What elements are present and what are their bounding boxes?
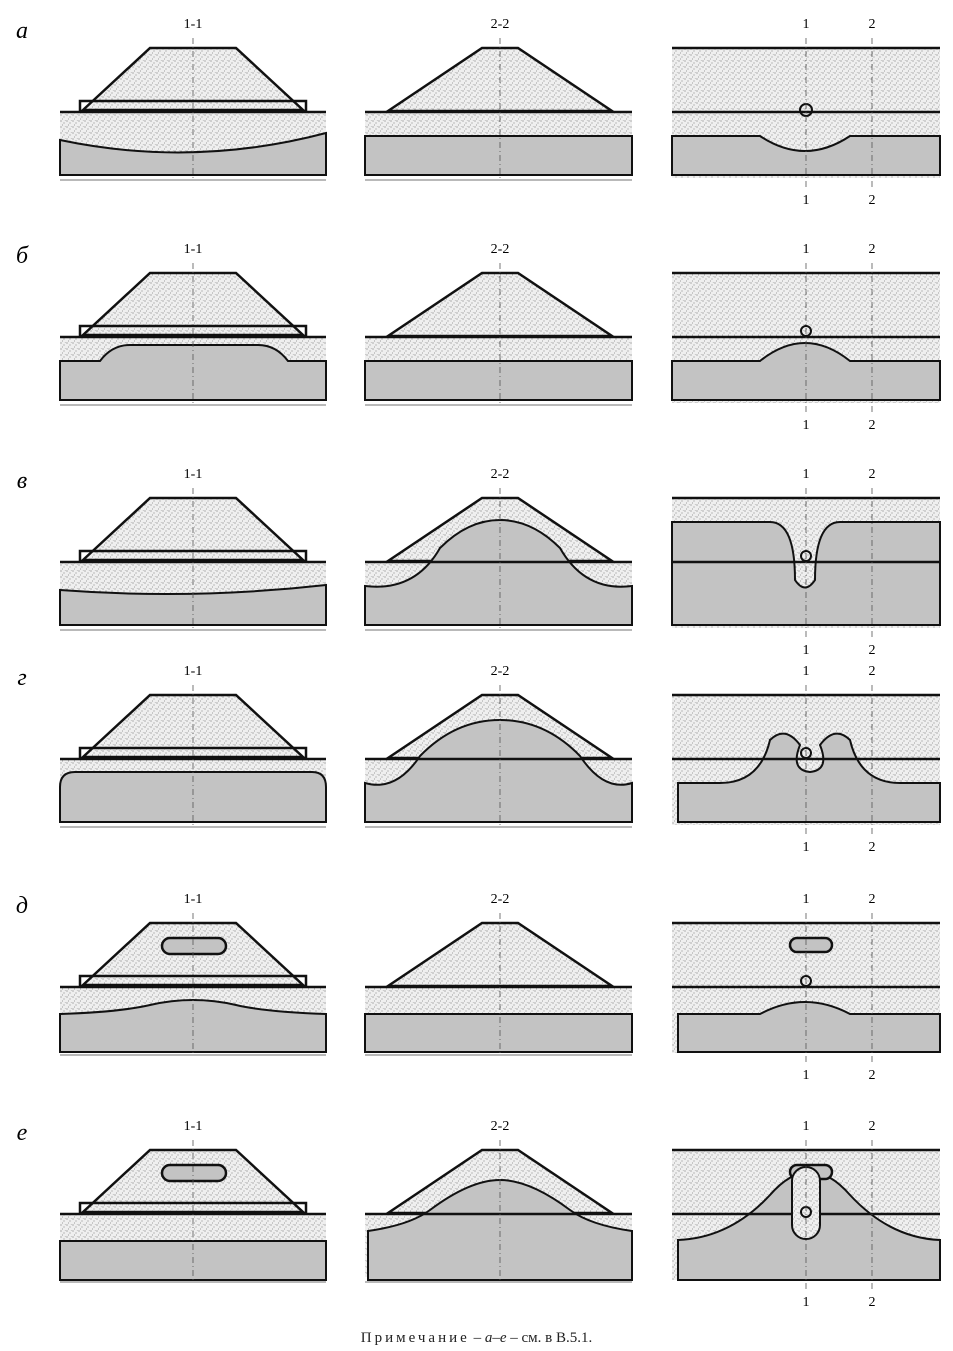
section-longitudinal: 1 2 1 2 [672, 664, 941, 855]
section-marker-1: 1 [803, 664, 810, 679]
section-marker-1-bottom: 1 [803, 1295, 810, 1310]
diagram-row: в 1-1 2-2 1 2 1 2 [17, 467, 941, 658]
section-marker-1-bottom: 1 [803, 1068, 810, 1083]
section-marker-1-bottom: 1 [803, 418, 810, 433]
section-1-1: 1-1 [59, 1119, 327, 1283]
soil-body [59, 771, 327, 823]
row-label: в [17, 468, 27, 494]
section-2-2: 2-2 [364, 17, 633, 181]
section-title: 1-1 [184, 467, 203, 482]
section-title: 2-2 [491, 664, 510, 679]
row-label: б [16, 243, 29, 269]
soil-lens [788, 936, 834, 954]
section-2-2: 2-2 [364, 664, 633, 828]
section-1-1: 1-1 [59, 664, 327, 828]
section-marker-1-bottom: 1 [803, 643, 810, 658]
soil-body [364, 1013, 633, 1053]
diagram-row: б 1-1 2-2 1 2 1 2 [16, 242, 941, 433]
section-longitudinal: 1 2 1 2 [671, 242, 941, 433]
soil-body [59, 131, 327, 176]
soil-lens [160, 1163, 228, 1183]
soil-body [671, 521, 941, 626]
section-marker-1: 1 [803, 242, 810, 257]
pipe-marker [800, 550, 812, 562]
section-marker-1-bottom: 1 [803, 193, 810, 208]
note-rest: – см. в В.5.1. [506, 1330, 593, 1346]
section-longitudinal: 1 2 1 2 [672, 1119, 941, 1310]
section-marker-2-bottom: 2 [869, 418, 876, 433]
note-dash: – [469, 1330, 485, 1346]
section-longitudinal: 1 2 1 2 [671, 17, 941, 208]
section-marker-2-bottom: 2 [869, 1295, 876, 1310]
section-1-1: 1-1 [59, 892, 327, 1056]
section-title: 1-1 [184, 17, 203, 32]
diagram-row: д 1-1 2-2 1 2 1 2 [16, 892, 941, 1083]
note-prefix: Примечание [360, 1330, 470, 1346]
diagram-row: е 1-1 2-2 1 2 1 2 [17, 1119, 941, 1310]
note-range: а–е [484, 1330, 507, 1346]
soil-body [367, 1178, 633, 1281]
section-marker-2: 2 [869, 892, 876, 907]
note-text: Примечание – а–е – см. в В.5.1. [0, 1330, 953, 1347]
section-title: 1-1 [184, 242, 203, 257]
section-longitudinal: 1 2 1 2 [672, 892, 941, 1083]
diagram-row: а 1-1 2-2 1 2 1 2 [16, 17, 941, 208]
row-label: е [17, 1120, 28, 1146]
pipe-marker [800, 975, 812, 987]
section-1-1: 1-1 [59, 17, 327, 181]
soil-body [364, 718, 633, 823]
section-marker-1: 1 [803, 1119, 810, 1134]
row-label: г [17, 665, 26, 691]
section-marker-2-bottom: 2 [869, 193, 876, 208]
section-2-2: 2-2 [364, 467, 633, 631]
section-marker-2: 2 [869, 242, 876, 257]
section-marker-1: 1 [803, 467, 810, 482]
section-longitudinal: 1 2 1 2 [671, 467, 941, 658]
section-marker-2: 2 [869, 664, 876, 679]
soil-body [677, 1001, 941, 1053]
soil-body [364, 135, 633, 176]
section-title: 2-2 [491, 1119, 510, 1134]
diagram-row: г 1-1 2-2 1 2 1 2 [17, 664, 941, 855]
section-marker-2: 2 [869, 17, 876, 32]
row-label: д [16, 893, 28, 919]
section-2-2: 2-2 [364, 242, 633, 406]
section-title: 2-2 [491, 17, 510, 32]
section-title: 2-2 [491, 467, 510, 482]
soil-body [364, 360, 633, 401]
soil-body [677, 732, 941, 823]
pipe-marker [800, 747, 812, 759]
section-marker-1: 1 [803, 892, 810, 907]
soil-body [364, 518, 633, 626]
section-marker-2: 2 [869, 1119, 876, 1134]
section-marker-2-bottom: 2 [869, 643, 876, 658]
section-title: 2-2 [491, 242, 510, 257]
section-marker-2-bottom: 2 [869, 1068, 876, 1083]
section-marker-1: 1 [803, 17, 810, 32]
section-title: 1-1 [184, 892, 203, 907]
section-title: 1-1 [184, 664, 203, 679]
pipe-marker [800, 325, 812, 337]
section-1-1: 1-1 [59, 467, 327, 631]
section-2-2: 2-2 [364, 892, 633, 1056]
section-title: 2-2 [491, 892, 510, 907]
soil-lens [160, 936, 228, 956]
row-label: а [16, 18, 28, 44]
diagram-rows: а 1-1 2-2 1 2 1 2 б 1-1 2-2 1 2 1 2 в 1-1 2-2 1 2 1 2 г 1-1 2-2… [16, 17, 941, 1310]
section-marker-2-bottom: 2 [869, 840, 876, 855]
section-title: 1-1 [184, 1119, 203, 1134]
section-marker-1-bottom: 1 [803, 840, 810, 855]
section-1-1: 1-1 [59, 242, 327, 406]
section-2-2: 2-2 [365, 1119, 633, 1283]
section-marker-2: 2 [869, 467, 876, 482]
pipe-cavity [791, 1166, 821, 1240]
